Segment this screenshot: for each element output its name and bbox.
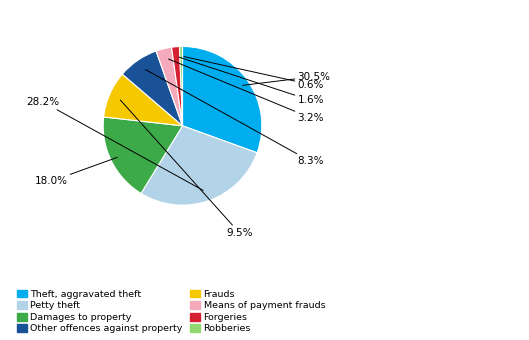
Text: 3.2%: 3.2% — [169, 59, 324, 123]
Text: 30.5%: 30.5% — [242, 72, 331, 85]
Wedge shape — [156, 47, 183, 126]
Wedge shape — [179, 47, 183, 126]
Text: 18.0%: 18.0% — [34, 157, 117, 186]
Wedge shape — [103, 117, 183, 193]
Text: 1.6%: 1.6% — [179, 57, 324, 105]
Wedge shape — [141, 126, 257, 205]
Text: 28.2%: 28.2% — [26, 97, 203, 190]
Wedge shape — [171, 47, 183, 126]
Wedge shape — [104, 74, 183, 126]
Text: 8.3%: 8.3% — [145, 70, 324, 167]
Wedge shape — [122, 51, 183, 126]
Text: 0.6%: 0.6% — [184, 56, 324, 89]
Legend: Theft, aggravated theft, Petty theft, Damages to property, Other offences agains: Theft, aggravated theft, Petty theft, Da… — [15, 288, 327, 335]
Wedge shape — [183, 47, 262, 153]
Text: 9.5%: 9.5% — [120, 100, 253, 238]
